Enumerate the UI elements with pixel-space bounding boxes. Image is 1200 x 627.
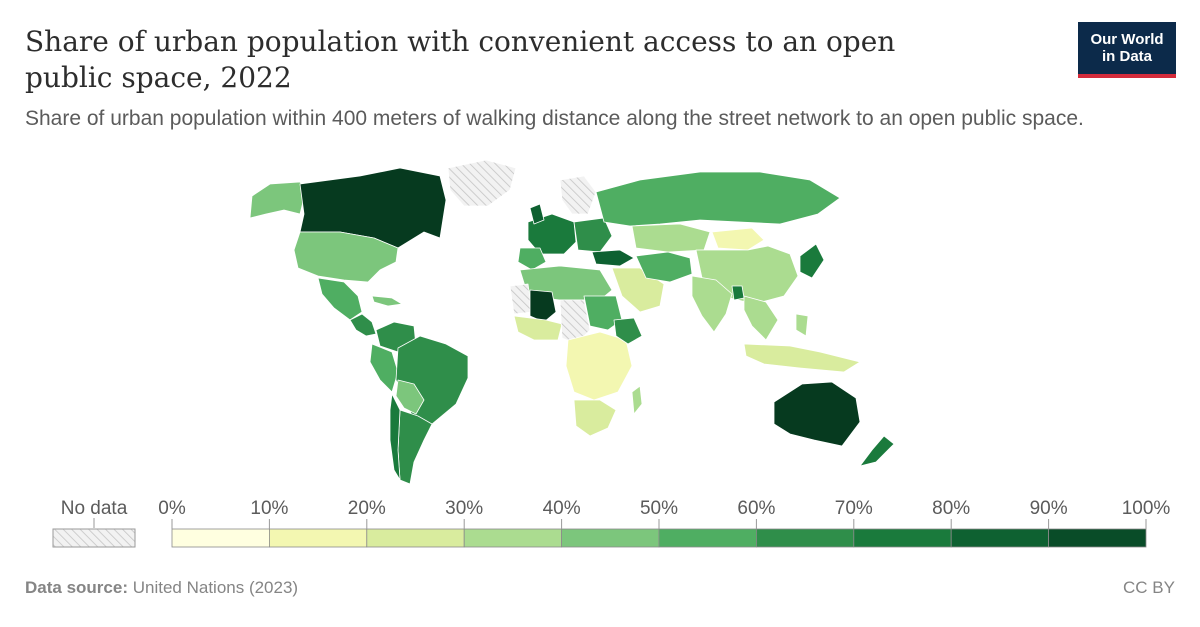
legend-bin[interactable] — [756, 528, 855, 548]
region-southern-africa[interactable] — [573, 399, 617, 437]
region-madagascar[interactable] — [631, 385, 643, 415]
region-alaska[interactable] — [249, 181, 307, 219]
region-scandinavia[interactable] — [559, 175, 597, 215]
region-eastern-europe[interactable] — [573, 217, 613, 253]
region-west-africa[interactable] — [513, 315, 563, 341]
legend-tick-label: 90% — [1030, 498, 1068, 519]
legend-tick-label: 40% — [543, 498, 581, 519]
logo-line-2: in Data — [1101, 48, 1152, 65]
region-chile[interactable] — [389, 393, 401, 481]
region-mongolia[interactable] — [711, 227, 765, 251]
legend-tick-label: 60% — [737, 498, 775, 519]
region-philippines[interactable] — [795, 313, 809, 337]
region-greenland[interactable] — [447, 159, 517, 207]
legend-tick-label: 70% — [835, 498, 873, 519]
license[interactable]: CC BY — [1123, 578, 1175, 597]
region-ethiopia[interactable] — [613, 317, 643, 345]
footer: Data source: United Nations (2023) CC BY — [25, 578, 1175, 598]
region-uk[interactable] — [529, 203, 545, 225]
legend-tick-label: 50% — [640, 498, 678, 519]
region-peru-ecuador[interactable] — [369, 343, 399, 393]
data-source: Data source: United Nations (2023) — [25, 578, 298, 598]
data-source-value[interactable]: United Nations (2023) — [132, 578, 299, 597]
legend-tick-label: 80% — [932, 498, 970, 519]
region-central-america[interactable] — [349, 313, 377, 337]
legend-bin[interactable] — [463, 528, 563, 548]
legend-bin[interactable] — [561, 528, 660, 548]
region-united-states[interactable] — [293, 231, 399, 283]
region-bolivia-paraguay[interactable] — [395, 379, 425, 415]
legend-bin[interactable] — [268, 528, 368, 548]
legend-bin[interactable] — [853, 528, 952, 548]
region-india[interactable] — [691, 275, 733, 333]
region-new-zealand[interactable] — [859, 435, 895, 467]
chart-subtitle: Share of urban population within 400 met… — [25, 107, 1084, 130]
region-mali[interactable] — [529, 289, 557, 323]
legend-tick-label: 100% — [1122, 498, 1171, 519]
region-turkey-caucasus[interactable] — [591, 249, 635, 267]
legend-tick-label: 20% — [348, 498, 386, 519]
region-caribbean[interactable] — [371, 295, 403, 307]
data-source-label: Data source: — [25, 578, 128, 597]
legend-bin[interactable] — [171, 528, 270, 548]
legend-bin[interactable] — [366, 528, 465, 548]
region-southeast-asia[interactable] — [743, 295, 779, 341]
legend-no-data-swatch — [52, 528, 136, 548]
region-korea-japan[interactable] — [799, 243, 825, 279]
legend-tick-label: 30% — [445, 498, 483, 519]
region-indonesia[interactable] — [743, 343, 861, 373]
region-east-africa[interactable] — [565, 331, 633, 401]
region-australia[interactable] — [773, 381, 861, 447]
legend-bin[interactable] — [1048, 528, 1147, 548]
legend-bin[interactable] — [658, 528, 757, 548]
legend-no-data-label: No data — [61, 498, 128, 519]
region-iberia[interactable] — [517, 247, 547, 271]
chart-title: Share of urban population with convenien… — [25, 25, 896, 94]
region-western-europe[interactable] — [527, 213, 577, 255]
logo-line-1: Our World — [1090, 31, 1164, 48]
legend-bin[interactable] — [950, 528, 1050, 548]
legend-tick-label: 0% — [158, 498, 186, 519]
region-mexico[interactable] — [317, 277, 363, 321]
owid-logo[interactable]: Our World in Data — [1078, 22, 1176, 78]
legend-tick-label: 10% — [250, 498, 288, 519]
